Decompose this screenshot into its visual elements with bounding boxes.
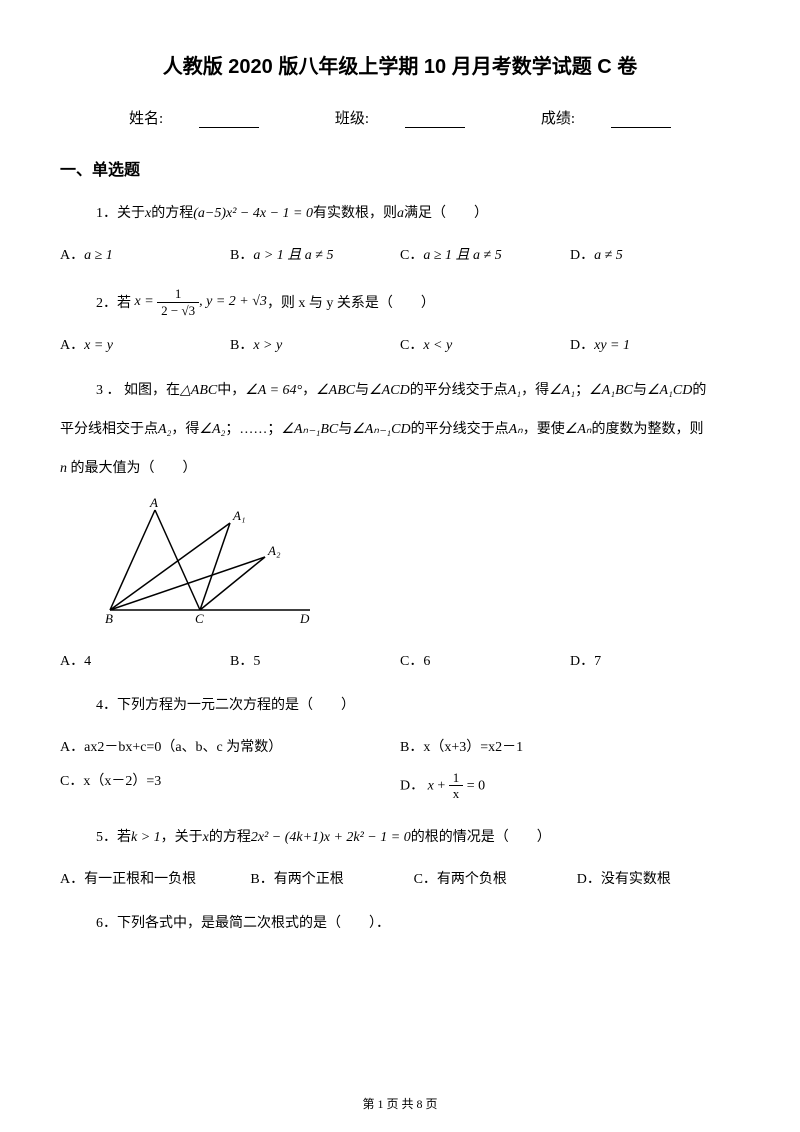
question-3-line1: 3 ． 如图，在△ABC中，∠A = 64°，∠ABC与∠ACD的平分线交于点A… — [60, 376, 740, 407]
q5-option-c: C．有两个负根 — [414, 868, 577, 888]
q5-option-a: A．有一正根和一负根 — [60, 868, 250, 888]
svg-text:A₂: A₂ — [267, 543, 281, 558]
question-4-options-2: C．x（x－2）=3 D． x + 1x = 0 — [60, 770, 740, 802]
section-heading: 一、单选题 — [60, 156, 740, 180]
name-label: 姓名: — [111, 111, 277, 127]
svg-text:A₁: A₁ — [232, 508, 245, 523]
svg-text:D: D — [299, 611, 310, 625]
q2-option-c: C．x < y — [400, 334, 570, 354]
question-4: 4．下列方程为一元二次方程的是（ ） — [60, 692, 740, 720]
class-label: 班级: — [317, 111, 483, 127]
question-6: 6．下列各式中，是最简二次根式的是（ ）． — [60, 910, 740, 938]
q2-option-a: A．x = y — [60, 334, 230, 354]
q4-option-d: D． x + 1x = 0 — [400, 770, 740, 802]
triangle-figure: A A₁ A₂ B C D — [100, 495, 740, 630]
question-2-options: A．x = y B．x > y C．x < y D．xy = 1 — [60, 334, 740, 354]
question-1: 1．关于x的方程(a−5)x² − 4x − 1 = 0有实数根，则a满足（ ） — [60, 200, 740, 228]
q5-option-d: D．没有实数根 — [577, 868, 740, 888]
svg-text:B: B — [105, 611, 113, 625]
svg-text:A: A — [149, 495, 158, 510]
q2-option-d: D．xy = 1 — [570, 334, 740, 354]
q3-option-b: B．5 — [230, 650, 400, 670]
q5-option-b: B．有两个正根 — [250, 868, 413, 888]
question-3-line2: 平分线相交于点A₂，得∠A₂；……；∠Aₙ₋₁BC与∠Aₙ₋₁CD的平分线交于点… — [60, 415, 740, 446]
q4-option-a: A．ax2－bx+c=0（a、b、c 为常数） — [60, 736, 400, 756]
score-label: 成绩: — [523, 111, 689, 127]
question-2: 2．若 x = 1 2 − √3 , y = 2 + √3 ，则 x 与 y 关… — [60, 286, 740, 318]
q2-option-b: B．x > y — [230, 334, 400, 354]
q3-option-d: D．7 — [570, 650, 740, 670]
q4-option-c: C．x（x－2）=3 — [60, 770, 400, 802]
question-3-options: A．4 B．5 C．6 D．7 — [60, 650, 740, 670]
svg-text:C: C — [195, 611, 204, 625]
header-fields: 姓名: 班级: 成绩: — [60, 107, 740, 128]
q1-option-c: C．a ≥ 1 且 a ≠ 5 — [400, 244, 570, 264]
q4-option-b: B．x（x+3）=x2－1 — [400, 736, 740, 756]
question-5-options: A．有一正根和一负根 B．有两个正根 C．有两个负根 D．没有实数根 — [60, 868, 740, 888]
page-title: 人教版 2020 版八年级上学期 10 月月考数学试题 C 卷 — [60, 50, 740, 79]
q3-option-c: C．6 — [400, 650, 570, 670]
page-footer: 第 1 页 共 8 页 — [0, 1095, 800, 1112]
question-3-line3: n 的最大值为（ ） — [60, 454, 740, 485]
fraction-icon: 1 2 − √3 — [157, 286, 199, 318]
q1-option-b: B．a > 1 且 a ≠ 5 — [230, 244, 400, 264]
q1-option-a: A．a ≥ 1 — [60, 244, 230, 264]
triangle-diagram-icon: A A₁ A₂ B C D — [100, 495, 320, 625]
question-1-options: A．a ≥ 1 B．a > 1 且 a ≠ 5 C．a ≥ 1 且 a ≠ 5 … — [60, 244, 740, 264]
q3-option-a: A．4 — [60, 650, 230, 670]
question-4-options: A．ax2－bx+c=0（a、b、c 为常数） B．x（x+3）=x2－1 — [60, 736, 740, 756]
q1-option-d: D．a ≠ 5 — [570, 244, 740, 264]
question-5: 5．若k > 1，关于x的方程2x² − (4k+1)x + 2k² − 1 =… — [60, 824, 740, 852]
